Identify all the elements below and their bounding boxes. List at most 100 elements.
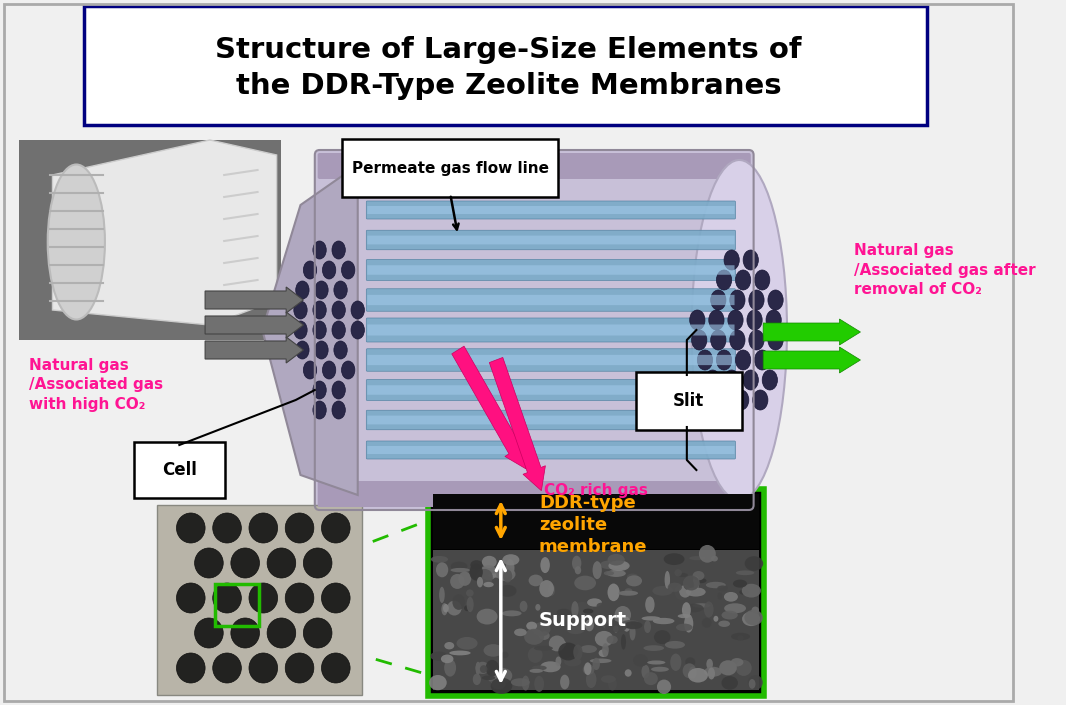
Ellipse shape [351,301,365,319]
Ellipse shape [441,654,453,663]
Ellipse shape [443,604,449,613]
Ellipse shape [717,585,728,591]
Ellipse shape [704,601,713,618]
Ellipse shape [332,401,345,419]
Ellipse shape [730,330,745,350]
Ellipse shape [692,603,710,608]
Ellipse shape [484,644,503,656]
Ellipse shape [456,637,478,649]
Ellipse shape [286,653,313,683]
Ellipse shape [766,310,781,330]
Ellipse shape [625,669,632,677]
Ellipse shape [642,616,661,620]
Ellipse shape [213,583,241,613]
Ellipse shape [482,675,496,680]
Ellipse shape [567,616,581,626]
Ellipse shape [295,341,309,359]
Ellipse shape [470,560,483,570]
Ellipse shape [530,669,543,673]
FancyBboxPatch shape [368,265,734,275]
Text: Cell: Cell [162,461,197,479]
FancyBboxPatch shape [368,416,734,424]
Ellipse shape [304,618,332,648]
Ellipse shape [595,631,613,646]
Ellipse shape [730,658,743,666]
Ellipse shape [487,591,499,597]
Ellipse shape [473,674,481,685]
Ellipse shape [675,584,689,600]
Ellipse shape [561,641,566,646]
Ellipse shape [607,570,626,577]
Ellipse shape [755,270,770,290]
Ellipse shape [482,556,497,568]
Ellipse shape [313,241,326,259]
Ellipse shape [657,680,672,694]
Ellipse shape [322,653,350,683]
Ellipse shape [549,635,565,651]
Ellipse shape [736,570,755,575]
Ellipse shape [603,571,614,575]
Text: DDR-type
zeolite
membrane: DDR-type zeolite membrane [539,493,647,556]
Ellipse shape [467,597,473,612]
Ellipse shape [556,608,571,616]
Ellipse shape [601,675,616,683]
Ellipse shape [286,583,313,613]
Bar [19,140,281,340]
Ellipse shape [599,649,608,657]
Ellipse shape [332,321,345,339]
Ellipse shape [177,653,205,683]
Text: Natural gas
/Associated gas
with high CO₂: Natural gas /Associated gas with high CO… [29,357,163,412]
FancyBboxPatch shape [367,379,736,400]
Ellipse shape [768,290,784,310]
Ellipse shape [231,618,259,648]
Ellipse shape [733,580,747,588]
Ellipse shape [671,654,681,671]
Ellipse shape [555,656,562,666]
Ellipse shape [268,548,295,578]
Ellipse shape [449,651,471,656]
Ellipse shape [304,261,317,279]
Ellipse shape [322,583,350,613]
Ellipse shape [583,608,594,614]
Ellipse shape [675,569,682,577]
Ellipse shape [571,602,594,615]
Ellipse shape [249,513,277,543]
Ellipse shape [445,657,452,662]
Ellipse shape [332,381,345,399]
Ellipse shape [447,601,462,615]
Ellipse shape [436,563,448,577]
Ellipse shape [213,653,241,683]
Ellipse shape [652,618,675,624]
Ellipse shape [667,582,682,591]
Ellipse shape [652,586,673,596]
Ellipse shape [688,668,708,682]
Ellipse shape [736,350,750,370]
Ellipse shape [748,679,756,689]
Ellipse shape [477,608,498,625]
Ellipse shape [683,580,694,590]
Ellipse shape [644,645,664,651]
Ellipse shape [249,583,277,613]
Ellipse shape [705,370,721,390]
Ellipse shape [623,617,631,632]
Bar [433,550,759,690]
Ellipse shape [351,321,365,339]
Ellipse shape [742,612,760,626]
Ellipse shape [566,623,585,634]
Ellipse shape [706,582,726,588]
Ellipse shape [762,370,777,390]
Ellipse shape [549,584,555,596]
Ellipse shape [693,576,699,589]
Ellipse shape [731,632,750,640]
Ellipse shape [477,577,483,587]
Ellipse shape [642,665,649,679]
Ellipse shape [653,630,671,644]
FancyBboxPatch shape [367,201,736,219]
Ellipse shape [575,566,581,575]
Ellipse shape [644,620,651,633]
Ellipse shape [522,675,530,691]
Ellipse shape [514,629,527,636]
Ellipse shape [195,548,223,578]
FancyArrow shape [452,346,526,469]
FancyArrow shape [205,337,304,363]
